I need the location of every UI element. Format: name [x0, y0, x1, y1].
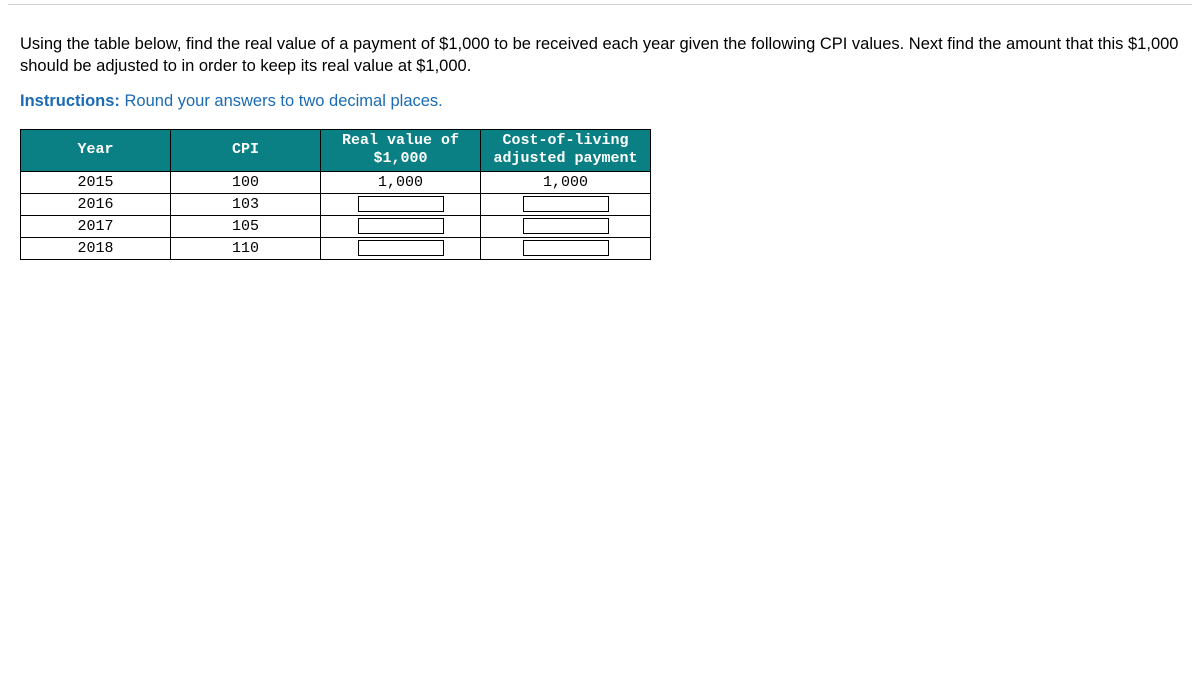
col-header-cpi: CPI [171, 129, 321, 172]
cell-cpi: 110 [171, 238, 321, 260]
cpi-table: Year CPI Real value of $1,000 Cost-of-li… [20, 129, 651, 261]
cell-year: 2015 [21, 172, 171, 194]
cell-col-adj [481, 216, 651, 238]
question-container: Using the table below, find the real val… [0, 5, 1200, 280]
col-header-real-value: Real value of $1,000 [321, 129, 481, 172]
cell-real-value: 1,000 [321, 172, 481, 194]
table-row: 2018 110 [21, 238, 651, 260]
col-header-real-value-l2: $1,000 [373, 150, 427, 167]
cell-year: 2016 [21, 194, 171, 216]
cell-real-value [321, 238, 481, 260]
table-row: 2015 100 1,000 1,000 [21, 172, 651, 194]
cell-real-value [321, 194, 481, 216]
col-header-col-adj-l1: Cost-of-living [502, 132, 628, 149]
col-adj-input[interactable] [523, 196, 609, 212]
col-adj-input[interactable] [523, 240, 609, 256]
table-row: 2017 105 [21, 216, 651, 238]
question-text: Using the table below, find the real val… [20, 33, 1180, 78]
cell-year: 2018 [21, 238, 171, 260]
cell-col-adj [481, 194, 651, 216]
col-header-col-adj: Cost-of-living adjusted payment [481, 129, 651, 172]
real-value-input[interactable] [358, 240, 444, 256]
col-header-col-adj-l2: adjusted payment [493, 150, 637, 167]
table-body: 2015 100 1,000 1,000 2016 103 2017 105 [21, 172, 651, 260]
cell-year: 2017 [21, 216, 171, 238]
col-header-real-value-l1: Real value of [342, 132, 459, 149]
cell-col-adj: 1,000 [481, 172, 651, 194]
table-row: 2016 103 [21, 194, 651, 216]
table-header-row: Year CPI Real value of $1,000 Cost-of-li… [21, 129, 651, 172]
col-adj-input[interactable] [523, 218, 609, 234]
instructions-line: Instructions: Round your answers to two … [20, 92, 1180, 111]
real-value-input[interactable] [358, 218, 444, 234]
cell-cpi: 103 [171, 194, 321, 216]
col-header-year: Year [21, 129, 171, 172]
cell-real-value [321, 216, 481, 238]
cell-cpi: 100 [171, 172, 321, 194]
cell-col-adj [481, 238, 651, 260]
real-value-input[interactable] [358, 196, 444, 212]
instructions-label: Instructions: [20, 92, 120, 110]
instructions-body: Round your answers to two decimal places… [125, 92, 443, 110]
cell-cpi: 105 [171, 216, 321, 238]
